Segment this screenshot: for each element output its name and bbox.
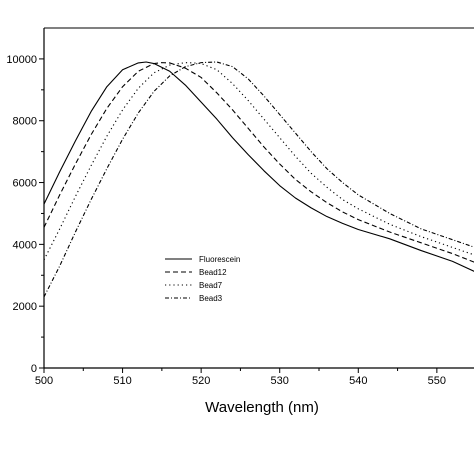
series-line-bead12 [44,62,474,263]
series-line-fluorescein [44,61,474,272]
x-tick-label: 530 [271,375,289,387]
x-tick-label: 540 [349,375,367,387]
y-tick-label: 2000 [13,301,37,313]
x-tick-label: 550 [428,375,446,387]
legend-label-bead3: Bead3 [199,294,223,303]
y-tick-label: 0 [31,363,37,375]
x-tick-label: 510 [113,375,131,387]
legend-label-bead12: Bead12 [199,268,227,277]
y-tick-label: 10000 [6,54,37,66]
y-tick-label: 6000 [13,178,37,190]
x-tick-label: 500 [35,375,53,387]
x-tick-label: 520 [192,375,210,387]
y-tick-label: 4000 [13,239,37,251]
legend: Fluorescein Bead12 Bead7 Bead3 [165,255,240,303]
legend-label-fluorescein: Fluorescein [199,255,240,264]
legend-label-bead7: Bead7 [199,281,223,290]
y-tick-label: 8000 [13,116,37,128]
series-line-bead3 [44,61,474,298]
series-line-bead7 [44,62,474,261]
x-axis-title: Wavelength (nm) [205,399,319,416]
